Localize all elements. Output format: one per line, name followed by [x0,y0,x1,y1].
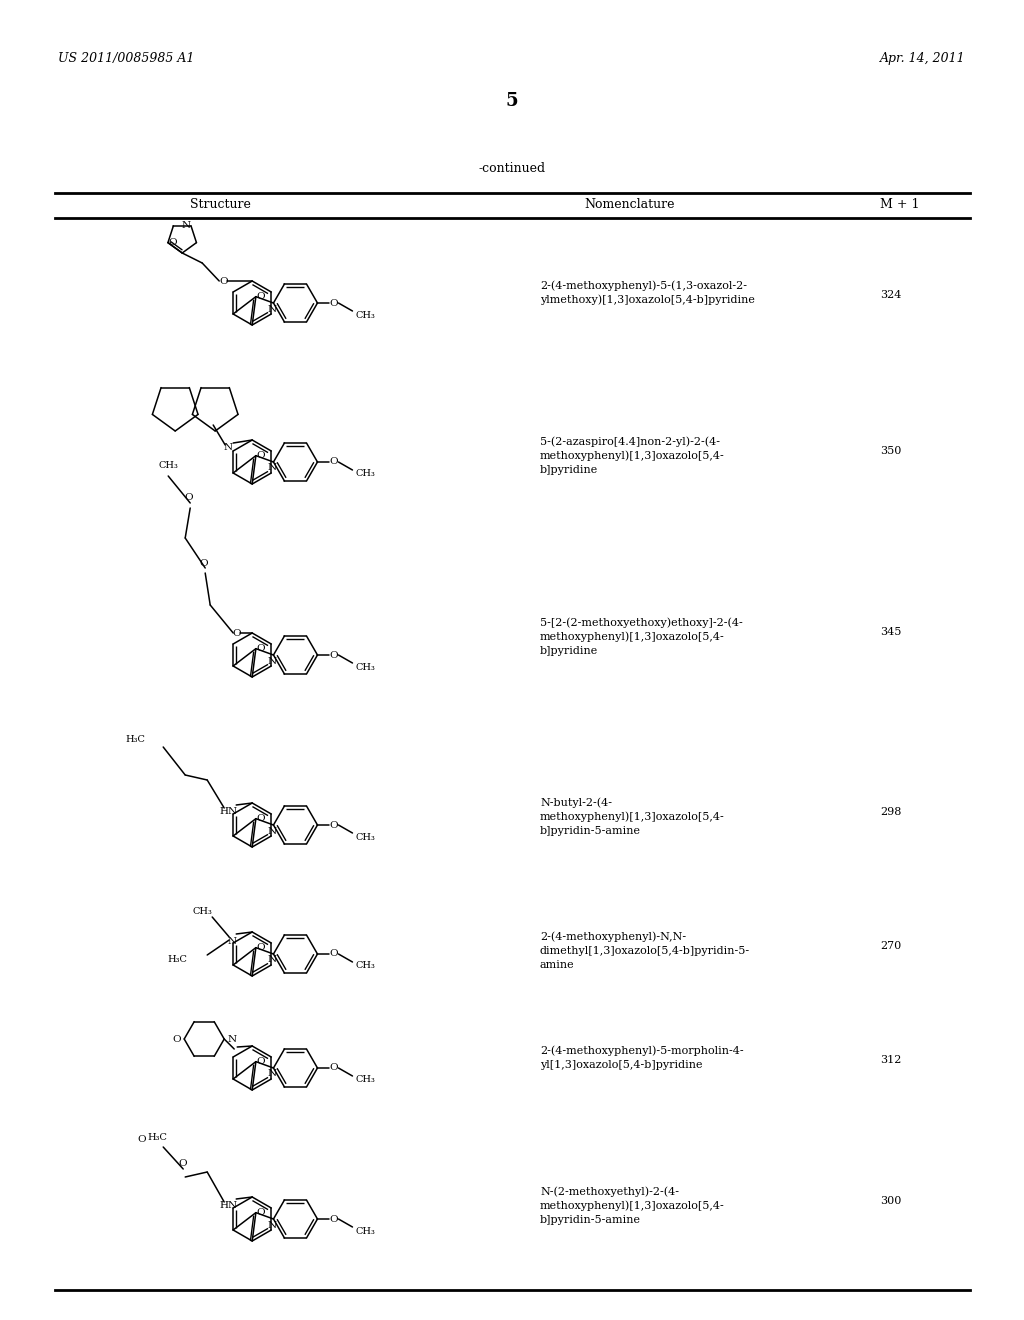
Text: 312: 312 [880,1055,901,1065]
Text: N: N [267,463,276,473]
Text: O: O [257,292,265,301]
Text: -continued: -continued [478,162,546,176]
Text: O: O [257,1208,265,1217]
Text: Apr. 14, 2011: Apr. 14, 2011 [881,51,966,65]
Text: HN: HN [219,1201,238,1210]
Text: CH₃: CH₃ [159,462,178,470]
Text: O: O [219,276,227,285]
Text: 324: 324 [880,290,901,300]
Text: 5-[2-(2-methoxyethoxy)ethoxy]-2-(4-
methoxyphenyl)[1,3]oxazolo[5,4-
b]pyridine: 5-[2-(2-methoxyethoxy)ethoxy]-2-(4- meth… [540,616,742,656]
Text: O: O [257,644,265,653]
Text: O: O [169,238,177,247]
Text: CH₃: CH₃ [355,470,376,479]
Text: M + 1: M + 1 [881,198,920,211]
Text: CH₃: CH₃ [355,833,376,842]
Text: O: O [257,1057,265,1067]
Text: O: O [184,494,193,503]
Text: H₃C: H₃C [125,734,145,743]
Text: CH₃: CH₃ [355,961,376,970]
Text: 298: 298 [880,807,901,817]
Text: O: O [329,821,338,829]
Text: N: N [267,305,276,314]
Text: N-(2-methoxyethyl)-2-(4-
methoxyphenyl)[1,3]oxazolo[5,4-
b]pyridin-5-amine: N-(2-methoxyethyl)-2-(4- methoxyphenyl)[… [540,1185,725,1225]
Text: O: O [172,1035,180,1044]
Text: 2-(4-methoxyphenyl)-N,N-
dimethyl[1,3]oxazolo[5,4-b]pyridin-5-
amine: 2-(4-methoxyphenyl)-N,N- dimethyl[1,3]ox… [540,931,751,970]
Text: CH₃: CH₃ [355,1076,376,1085]
Text: 2-(4-methoxyphenyl)-5-(1,3-oxazol-2-
ylmethoxy)[1,3]oxazolo[5,4-b]pyridine: 2-(4-methoxyphenyl)-5-(1,3-oxazol-2- ylm… [540,280,755,305]
Text: N: N [227,936,237,945]
Text: N: N [227,1035,237,1044]
Text: O: O [257,942,265,952]
Text: O: O [199,558,208,568]
Text: CH₃: CH₃ [355,663,376,672]
Text: N: N [181,222,190,231]
Text: 5-(2-azaspiro[4.4]non-2-yl)-2-(4-
methoxyphenyl)[1,3]oxazolo[5,4-
b]pyridine: 5-(2-azaspiro[4.4]non-2-yl)-2-(4- methox… [540,436,725,475]
Text: O: O [329,1214,338,1224]
Text: H₃C: H₃C [147,1133,167,1142]
Text: 270: 270 [880,941,901,950]
Text: O: O [257,814,265,824]
Text: O: O [329,651,338,660]
Text: N: N [267,656,276,665]
Text: N: N [267,1069,276,1078]
Text: N: N [267,826,276,836]
Text: O: O [329,1064,338,1072]
Text: O: O [231,628,241,638]
Text: 300: 300 [880,1196,901,1206]
Text: O: O [137,1134,145,1143]
Text: N: N [267,1221,276,1229]
Text: O: O [257,451,265,461]
Text: O: O [329,298,338,308]
Text: H₃C: H₃C [167,954,187,964]
Text: CH₃: CH₃ [355,310,376,319]
Text: CH₃: CH₃ [193,907,212,916]
Text: O: O [178,1159,186,1167]
Text: N: N [223,442,232,451]
Text: O: O [329,458,338,466]
Text: 350: 350 [880,446,901,455]
Text: 345: 345 [880,627,901,638]
Text: N-butyl-2-(4-
methoxyphenyl)[1,3]oxazolo[5,4-
b]pyridin-5-amine: N-butyl-2-(4- methoxyphenyl)[1,3]oxazolo… [540,797,725,837]
Text: US 2011/0085985 A1: US 2011/0085985 A1 [58,51,195,65]
Text: CH₃: CH₃ [355,1226,376,1236]
Text: O: O [329,949,338,958]
Text: N: N [267,956,276,965]
Text: 2-(4-methoxyphenyl)-5-morpholin-4-
yl[1,3]oxazolo[5,4-b]pyridine: 2-(4-methoxyphenyl)-5-morpholin-4- yl[1,… [540,1045,743,1069]
Text: Structure: Structure [189,198,251,211]
Text: Nomenclature: Nomenclature [585,198,675,211]
Text: 5: 5 [506,92,518,110]
Text: HN: HN [219,808,238,817]
